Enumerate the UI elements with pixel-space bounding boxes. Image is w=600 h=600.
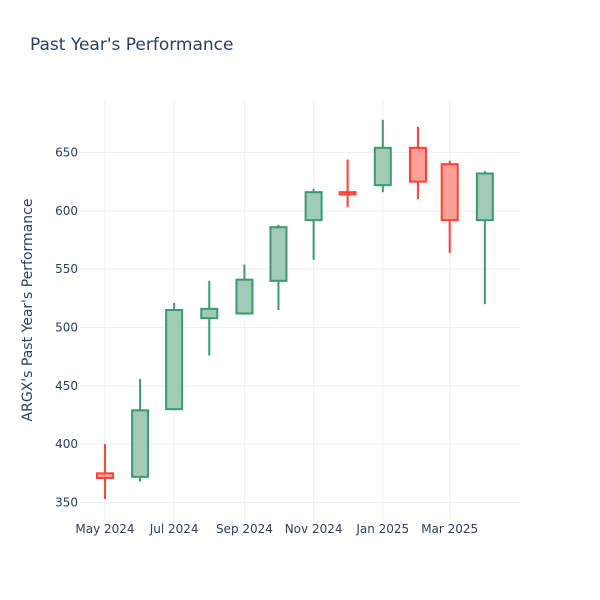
x-tick-label: May 2024	[75, 522, 134, 536]
candle-increasing	[235, 264, 254, 315]
x-tick-label: Jan 2025	[355, 522, 409, 536]
y-tick-label: 500	[55, 321, 78, 335]
candle-increasing	[304, 188, 323, 260]
x-tick-label: Jul 2024	[149, 522, 199, 536]
candle-increasing	[131, 378, 150, 482]
x-tick-label: Sep 2024	[216, 522, 273, 536]
candle-increasing	[200, 280, 219, 356]
candle-increasing	[373, 119, 392, 193]
candle-body	[373, 146, 392, 187]
candle-body	[165, 309, 184, 411]
candle-body	[95, 472, 114, 480]
y-axis-title: ARGX's Past Year's Performance	[20, 199, 36, 422]
candle-body	[200, 307, 219, 320]
y-tick-label: 450	[55, 379, 78, 393]
x-axis-ticks: May 2024 Jul 2024 Sep 2024 Nov 2024 Jan 2025…	[75, 522, 478, 536]
candle-increasing	[165, 303, 184, 411]
candle-body	[440, 163, 459, 222]
candle-body	[304, 191, 323, 222]
y-axis-ticks: 350 400 450 500 550 600 650	[55, 146, 78, 510]
y-tick-label: 350	[55, 496, 78, 510]
y-tick-label: 400	[55, 437, 78, 451]
y-tick-label: 550	[55, 262, 78, 276]
candle-body	[338, 191, 357, 196]
x-tick-label: Nov 2024	[285, 522, 343, 536]
candle-body	[131, 409, 150, 478]
candle-decreasing	[408, 126, 427, 200]
candle-body	[475, 172, 494, 222]
candle-body	[235, 278, 254, 315]
candle-increasing	[475, 171, 494, 305]
x-tick-label: Mar 2025	[421, 522, 478, 536]
candle-body	[269, 226, 288, 282]
y-tick-label: 650	[55, 146, 78, 160]
candle-layer	[95, 119, 494, 499]
chart-title: Past Year's Performance	[30, 35, 234, 55]
candle-body	[408, 146, 427, 183]
candle-decreasing	[338, 159, 357, 208]
candle-increasing	[269, 224, 288, 310]
y-tick-label: 600	[55, 204, 78, 218]
candle-decreasing	[95, 444, 114, 499]
candle-decreasing	[440, 160, 459, 253]
